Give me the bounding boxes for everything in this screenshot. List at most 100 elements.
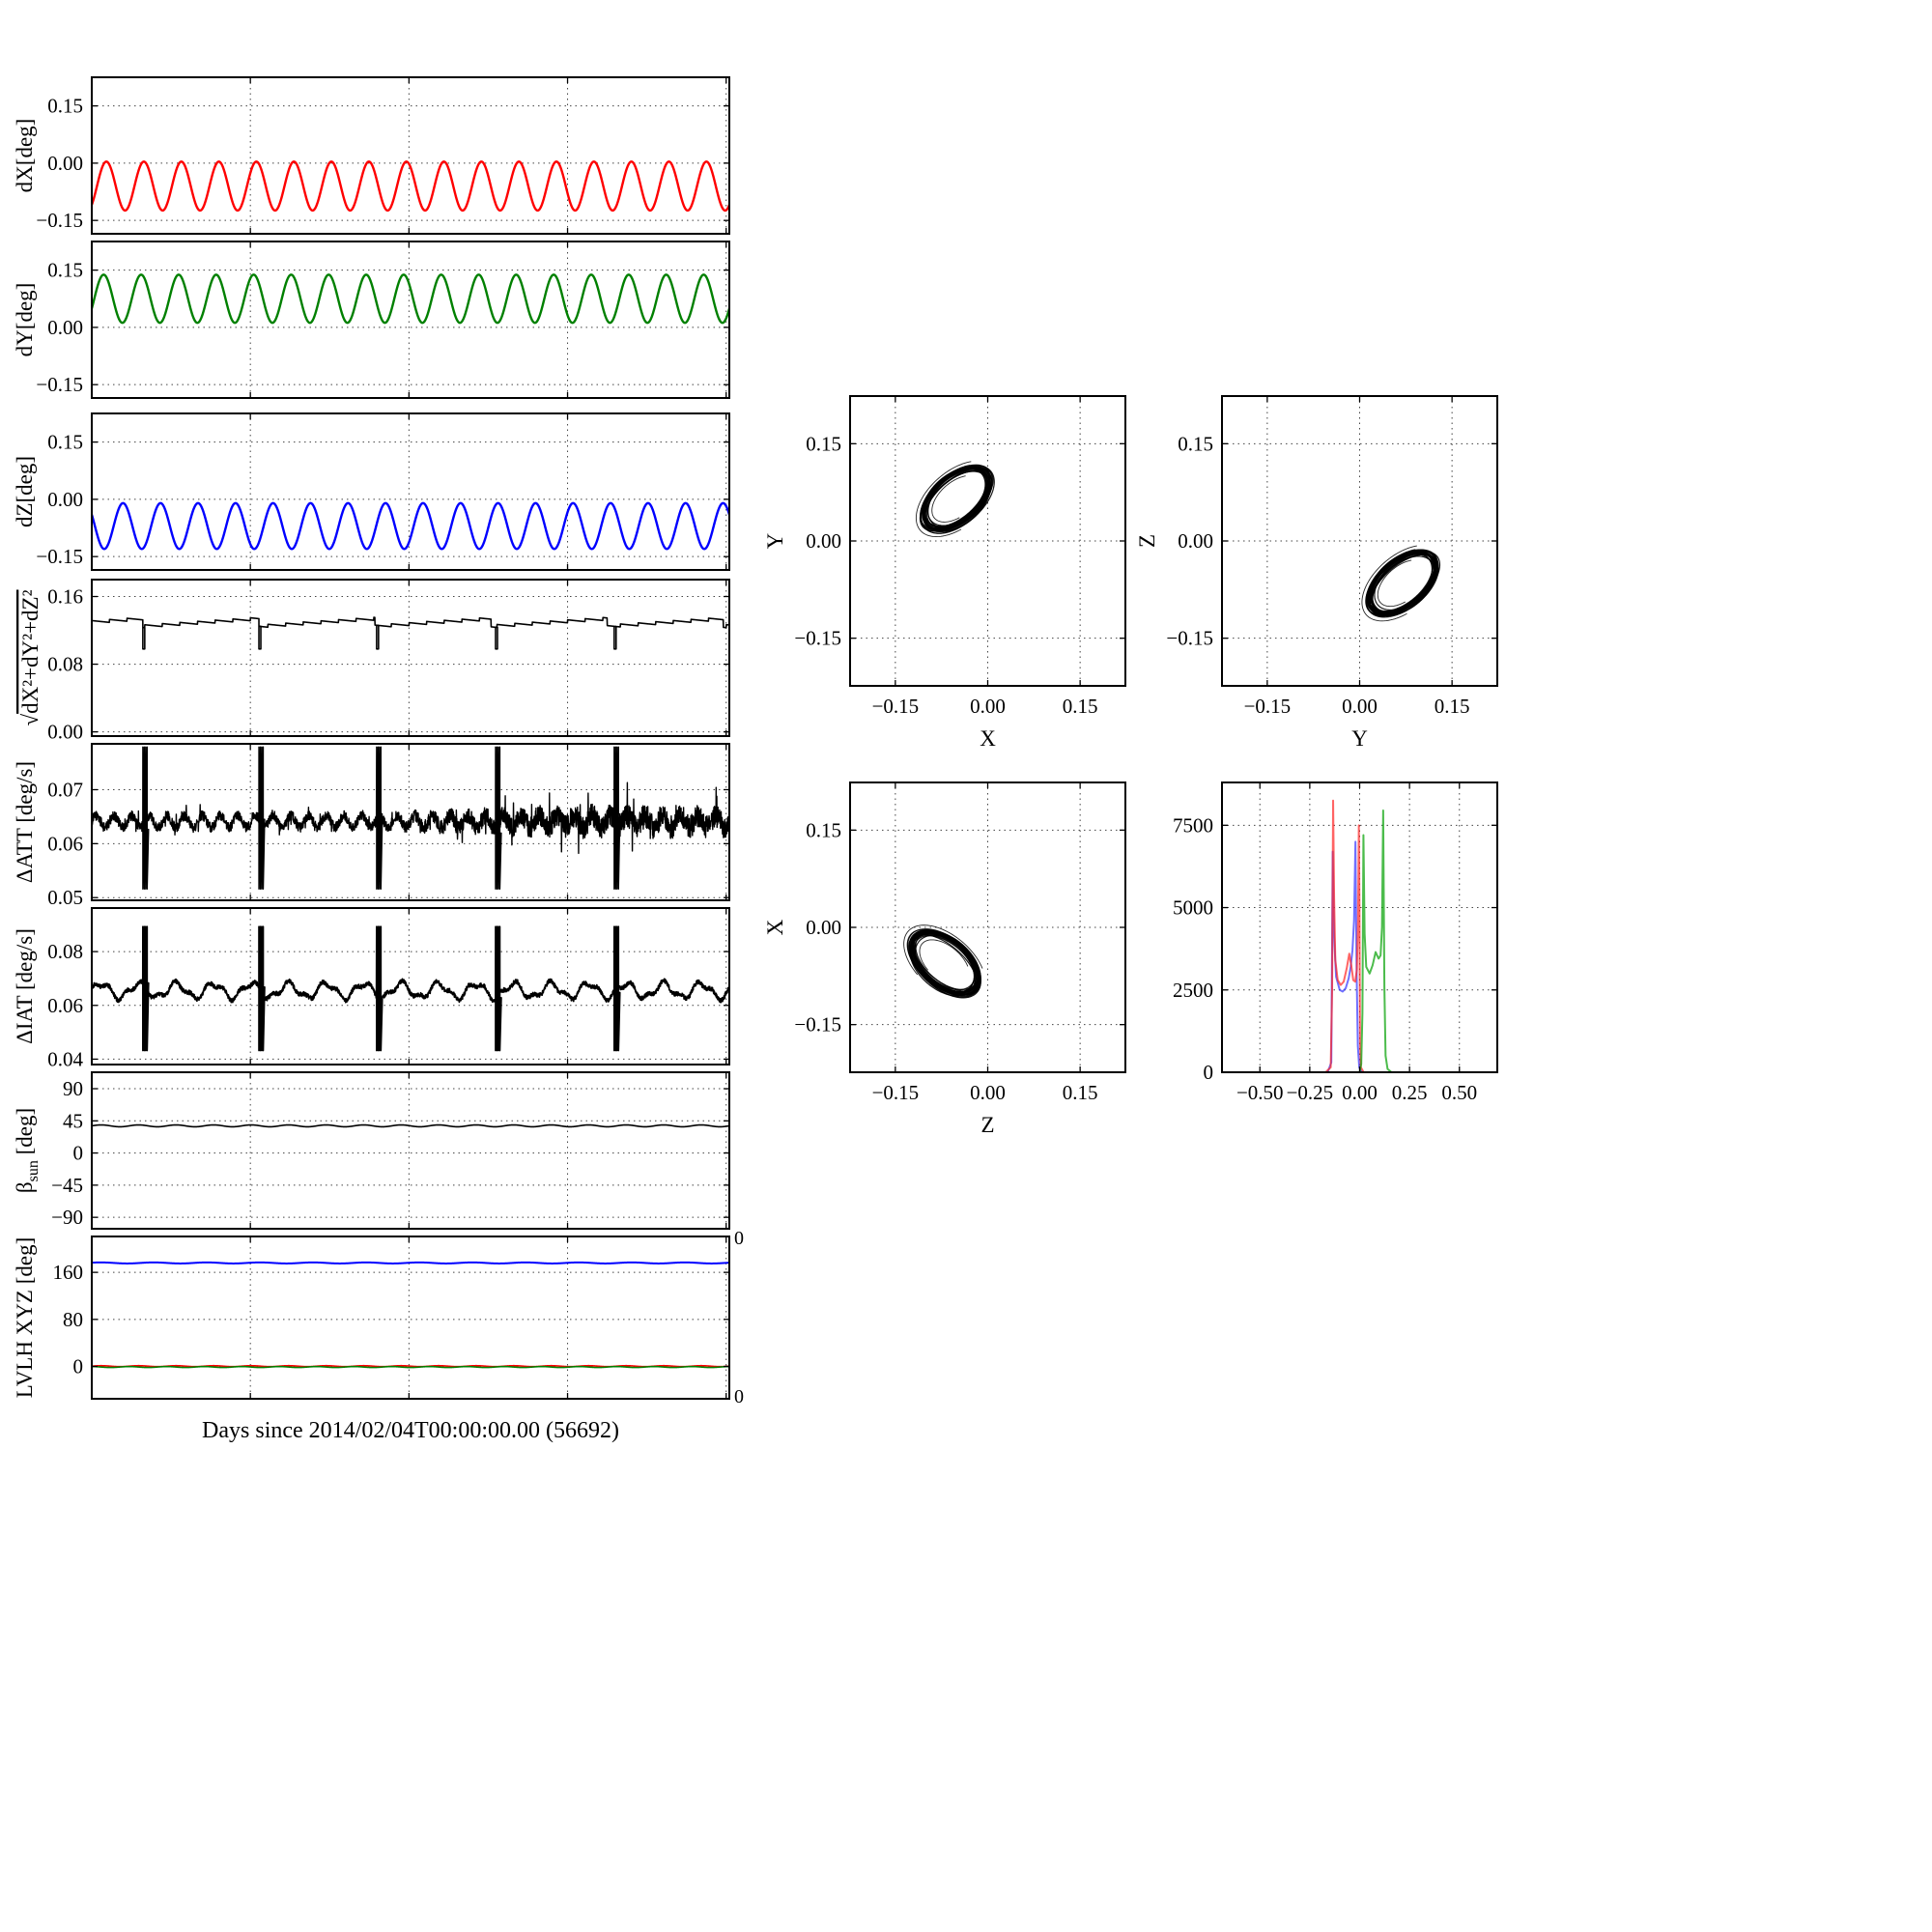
ytick-label: −0.15 [36,209,83,232]
ytick-label: 5000 [1173,896,1213,920]
ytick-label: 0.07 [47,778,83,801]
xtick-label: 0.50 [1441,1081,1477,1104]
axes-frame [91,743,730,901]
series-orbit-loop [922,469,988,530]
ytick-label: 0.15 [47,95,83,118]
xtick-label: 0.15 [1063,695,1098,718]
ytick-label: 2500 [1173,979,1213,1002]
series-orbit-tail [903,924,983,976]
series-orbit-tail [1377,559,1412,608]
stray-tick-label: 0 [734,1228,744,1249]
xtick-label: 0.00 [1342,695,1378,718]
ytick-label: 0.15 [806,818,841,841]
ytick-label: 0.08 [47,653,83,676]
ytick-label: 0 [1204,1061,1214,1084]
panel-dy: 0.15 0.00 −0.15 dY[deg] [13,241,730,399]
series-orbit-loop [908,930,981,999]
axis-xlabel-yz: Y [1351,726,1368,751]
ytick-label: 0.05 [47,886,83,909]
axis-ylabel-mag: √dX²+dY²+dZ² [18,589,43,725]
ytick-label: −0.15 [794,1013,841,1037]
axes-frame [91,76,730,235]
panel-xy: −0.15 0.00 0.15 −0.15 0.00 0.15 X Y [763,395,1126,751]
series-lvlh-z [92,1261,729,1264]
panel-dz: 0.15 0.00 −0.15 dZ[deg] [13,412,730,571]
ytick-label: 160 [53,1261,84,1284]
series-dZ [92,501,729,551]
series-hist-dY [1222,809,1497,1072]
series-orbit-tail [907,928,980,975]
panel-mag: 0.16 0.08 0.00√dX²+dY²+dZ² [18,579,730,744]
axis-xlabel-xy: X [980,726,996,751]
axis-ylabel-dz: dZ[deg] [13,456,37,527]
ytick-label: 80 [63,1308,83,1331]
series-orbit-loop [1368,551,1435,613]
axis-ylabel-lvlh: LVLH XYZ [deg] [13,1237,37,1399]
xtick-label: 0.00 [970,1081,1006,1104]
ytick-label: 0.04 [47,1047,83,1070]
ytick-label: 0.16 [47,585,83,609]
ytick-label: 0.00 [1178,529,1213,553]
axis-ylabel-diat: ΔIAT [deg/s] [13,928,37,1044]
panel-hist: −0.50 −0.25 0.00 0.25 0.50 0 2500 5000 7500 [1173,781,1498,1104]
series-orbit-loop [1370,553,1437,616]
axis-ylabel-beta: βsun [deg] [13,1108,42,1193]
ytick-label: 0.00 [47,721,83,744]
ytick-label: −0.15 [36,373,83,396]
axes-frame [91,241,730,399]
ytick-label: 0.00 [47,152,83,175]
xtick-label: −0.15 [1244,695,1292,718]
series-orbit-tail [919,939,969,971]
series-orbit-tail [920,465,970,534]
ytick-label: 0.00 [806,529,841,553]
xtick-label: 0.15 [1435,695,1470,718]
xtick-label: −0.15 [872,695,920,718]
axis-ylabel-yz: Z [1135,534,1159,548]
axis-ylabel-zx: X [763,919,787,935]
series-orbit-loop [1367,550,1436,614]
series-delta-iat [92,925,729,1052]
series-orbit-tail [1365,549,1416,618]
ytick-label: 0.15 [47,431,83,454]
ytick-label: 0 [73,1355,84,1378]
series-orbit-loop [924,467,990,527]
series-dY [92,273,729,325]
panel-datt: 0.07 0.06 0.05 ΔATT [deg/s] [13,743,730,909]
x-axis-label: Days since 2014/02/04T00:00:00.00 (56692… [202,1418,619,1443]
panel-beta: 90 45 0 −45 −90 βsun [deg] [13,1071,730,1230]
axes-frame [91,412,730,571]
axis-ylabel-dx: dX[deg] [13,119,37,193]
ytick-label: 0.06 [47,994,83,1017]
axis-ylabel-dy: dY[deg] [13,283,37,357]
ytick-label: 0.00 [47,316,83,339]
xtick-label: −0.15 [872,1081,920,1104]
xtick-label: 0.25 [1392,1081,1428,1104]
axis-xlabel-zx: Z [980,1113,994,1137]
ytick-label: −0.15 [794,627,841,650]
ytick-label: 0.15 [806,432,841,455]
panel-yz: −0.15 0.00 0.15 −0.15 0.00 0.15 Y Z [1135,395,1498,751]
xtick-label: 0.00 [1342,1081,1378,1104]
ytick-label: 0.08 [47,940,83,963]
series-orbit-loop [1374,552,1436,611]
series-orbit-tail [1361,545,1417,622]
ytick-label: 7500 [1173,813,1213,837]
xtick-label: 0.15 [1063,1081,1098,1104]
series-orbit-loop [922,468,988,529]
series-orbit-tail [931,475,966,523]
ytick-label: 0.15 [1178,432,1213,455]
ytick-label: 0.00 [806,916,841,939]
stray-tick-label: 0 [734,1386,744,1407]
axes-frame [91,907,730,1065]
panel-zx: −0.15 0.00 0.15 −0.15 0.00 0.15 Z X [763,781,1126,1137]
ytick-label: −45 [51,1174,83,1197]
series-delta-att [92,746,729,890]
xtick-label: −0.50 [1236,1081,1284,1104]
ytick-label: −0.15 [36,545,83,568]
ytick-label: −90 [51,1206,83,1229]
panel-dx: 0.15 0.00 −0.15 dX[deg] [13,76,730,235]
ytick-label: 0 [73,1142,84,1165]
ytick-label: 90 [63,1077,83,1100]
